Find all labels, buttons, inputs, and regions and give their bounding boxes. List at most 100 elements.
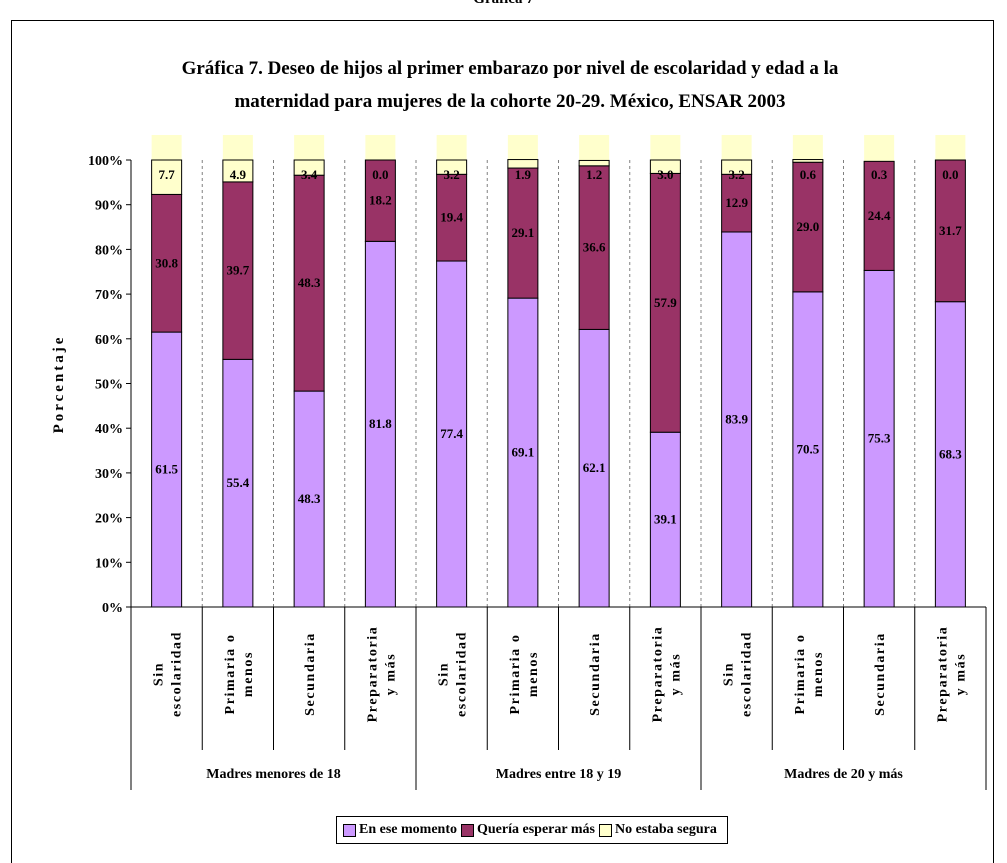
bar-segment <box>222 159 254 183</box>
category-label: Preparatoria <box>650 626 665 723</box>
bar-segment <box>507 159 539 169</box>
category-label: Primaria o <box>793 634 808 715</box>
y-tick-label: 100% <box>88 154 123 169</box>
bar-segment <box>436 173 468 262</box>
bar-segment <box>863 269 895 608</box>
category-label: y más <box>953 653 968 696</box>
category-label: y más <box>668 653 683 696</box>
data-label: 1.2 <box>586 167 602 182</box>
legend-swatch <box>343 823 356 837</box>
bar-segment <box>578 165 610 330</box>
category-label: Sin <box>437 662 452 686</box>
data-label: 31.7 <box>939 223 962 238</box>
legend-swatch <box>461 823 474 837</box>
y-tick-label: 40% <box>95 422 123 437</box>
bar-segment <box>792 159 824 163</box>
bar-segment <box>222 181 254 360</box>
category-label: menos <box>241 651 256 697</box>
legend-item: Quería esperar más <box>461 822 595 838</box>
category-label: escolaridad <box>170 631 185 717</box>
category-label: menos <box>811 651 826 697</box>
y-tick-label: 50% <box>95 378 123 393</box>
bar-segment <box>721 159 753 175</box>
group-label: Madres de 20 y más <box>784 767 903 782</box>
bar-segment <box>507 297 539 608</box>
category-label: Primaria o <box>508 634 523 715</box>
chart-title-line-1: Gráfica 7. Deseo de hijos al primer emba… <box>182 58 839 79</box>
legend-item: En ese momento <box>343 822 457 838</box>
bar-segment <box>934 301 966 608</box>
bar-segment <box>649 159 681 174</box>
legend-label: En ese momento <box>359 822 457 837</box>
category-label: Secundaria <box>873 632 888 716</box>
data-label: 68.3 <box>939 446 962 461</box>
category-label: Secundaria <box>303 632 318 716</box>
data-label: 36.6 <box>583 240 606 255</box>
data-label: 75.3 <box>868 431 891 446</box>
category-label: Sin <box>722 662 737 686</box>
bar-segment <box>293 174 325 392</box>
bar-segment <box>436 159 468 175</box>
category-label: Secundaria <box>588 632 603 716</box>
category-label: Preparatoria <box>365 626 380 723</box>
legend-label: Quería esperar más <box>477 822 595 837</box>
bar-segment <box>293 159 325 176</box>
y-tick-label: 30% <box>95 467 123 482</box>
data-label: 3.2 <box>729 167 745 182</box>
bar-segment <box>436 260 468 608</box>
data-label: 7.7 <box>159 167 176 182</box>
bar-segment <box>364 159 396 242</box>
bar-segment <box>222 358 254 608</box>
data-label: 0.0 <box>942 167 958 182</box>
category-label: Preparatoria <box>935 626 950 723</box>
bar-segment <box>721 231 753 608</box>
data-label: 77.4 <box>440 426 463 441</box>
data-label: 81.8 <box>369 416 392 431</box>
data-label: 39.1 <box>654 512 677 527</box>
group-label: Madres menores de 18 <box>206 767 340 782</box>
data-label: 0.3 <box>871 167 888 182</box>
y-tick-label: 0% <box>102 601 123 616</box>
data-label: 29.0 <box>797 219 820 234</box>
category-label: Primaria o <box>223 634 238 715</box>
category-label: Sin <box>152 662 167 686</box>
data-label: 3.0 <box>657 167 673 182</box>
y-tick-label: 20% <box>95 512 123 527</box>
data-label: 61.5 <box>155 462 178 477</box>
legend-label: No estaba segura <box>614 822 717 837</box>
data-label: 3.4 <box>301 167 318 182</box>
y-tick-label: 10% <box>95 556 123 571</box>
bar-segment <box>792 291 824 608</box>
bar-segment <box>151 159 183 195</box>
bar-segment <box>578 159 610 167</box>
bar-segment <box>649 431 681 608</box>
data-label: 4.9 <box>230 167 247 182</box>
data-label: 1.9 <box>515 167 532 182</box>
group-label: Madres entre 18 y 19 <box>496 767 621 782</box>
data-label: 0.6 <box>800 167 817 182</box>
data-label: 29.1 <box>512 225 535 240</box>
chart-title-line-2: maternidad para mujeres de la cohorte 20… <box>234 91 785 112</box>
bar-segment <box>792 161 824 293</box>
category-label: escolaridad <box>740 631 755 717</box>
bar-segment <box>293 390 325 608</box>
data-label: 39.7 <box>227 263 250 278</box>
data-label: 3.2 <box>444 167 460 182</box>
legend-item: No estaba segura <box>598 822 717 838</box>
category-label: y más <box>383 653 398 696</box>
bar-segment <box>649 172 681 433</box>
category-label: escolaridad <box>455 631 470 717</box>
bar-segment <box>934 159 966 303</box>
legend-swatch <box>598 823 612 837</box>
category-label: menos <box>526 651 541 697</box>
header-label: Gráfica 7 <box>0 0 1007 8</box>
y-axis-label: Porcentaje <box>51 335 67 434</box>
legend: En ese momento Quería esperar más No estab… <box>336 816 728 844</box>
y-tick-label: 60% <box>95 333 123 348</box>
y-tick-label: 80% <box>95 243 123 258</box>
bar-segment <box>578 328 610 608</box>
data-label: 48.3 <box>298 491 321 506</box>
data-label: 0.0 <box>372 167 388 182</box>
data-label: 62.1 <box>583 460 606 475</box>
plot-area: 0% 10% 20% 30% 40% 50% 60% 70% 80% 90% 100% Porcent… <box>51 135 987 790</box>
